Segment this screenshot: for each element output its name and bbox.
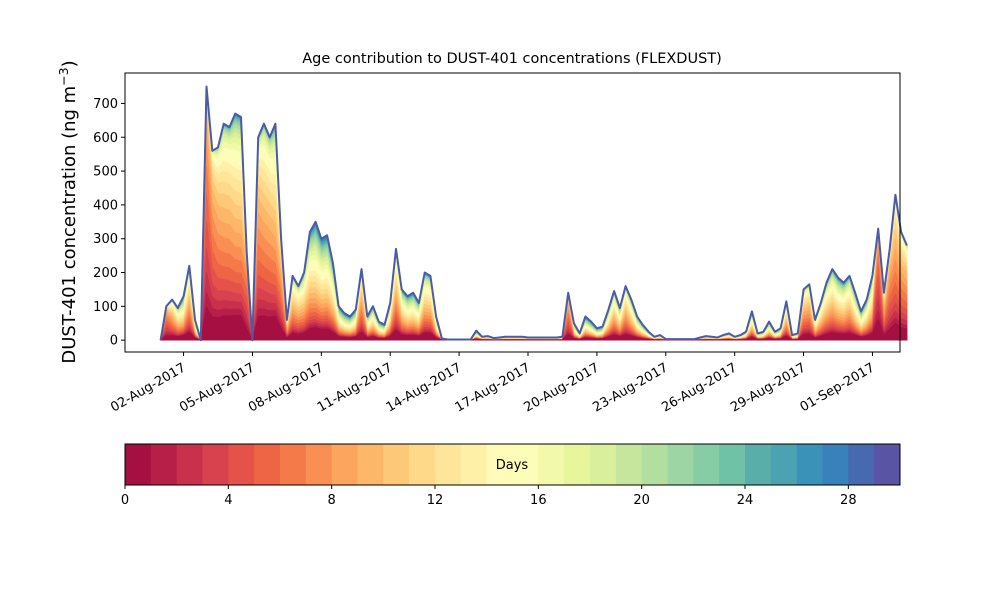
colorbar-tick-label: 12 [427, 493, 444, 508]
x-tick-label: 14-Aug-2017 [384, 360, 464, 415]
colorbar-bin-3 [202, 444, 229, 485]
colorbar-bin-13 [460, 444, 488, 485]
colorbar-bin-2 [176, 444, 203, 485]
colorbar-frame [124, 443, 901, 486]
colorbar-bin-16 [538, 444, 565, 485]
y-tick-label: 500 [93, 165, 118, 180]
colorbar-bin-9 [357, 444, 384, 485]
colorbar-bin-17 [564, 444, 591, 485]
colorbar-tick-label: 4 [224, 493, 232, 508]
y-tick-label: 400 [93, 198, 118, 213]
colorbar-bin-6 [280, 444, 307, 485]
x-tick-label: 01-Sep-2017 [798, 360, 878, 415]
stacked-age-areas [159, 85, 908, 342]
colorbar-bin-19 [615, 444, 643, 485]
colorbar-tick-label: 16 [530, 493, 547, 508]
colorbar-bin-24 [745, 444, 772, 485]
colorbar-bin-23 [719, 444, 746, 485]
x-tick-label: 05-Aug-2017 [177, 360, 257, 415]
axes-frame [124, 72, 901, 353]
colorbar-bin-18 [590, 444, 617, 485]
y-tick-label: 600 [93, 131, 118, 146]
colorbar: 0 4 8 12 16 20 24 28 [121, 443, 901, 508]
chart-title: Age contribution to DUST-401 concentrati… [302, 51, 722, 67]
colorbar-bin-22 [693, 444, 720, 485]
x-tick-label: 23-Aug-2017 [590, 360, 670, 415]
colorbar-tick-label: 24 [737, 493, 754, 508]
x-axis: 02-Aug-201705-Aug-201708-Aug-201711-Aug-… [108, 352, 877, 416]
y-axis: 0 100 200 300 400 500 600 700 [93, 97, 125, 349]
x-tick-label: 02-Aug-2017 [108, 360, 188, 415]
colorbar-bin-20 [641, 444, 668, 485]
y-axis-label: DUST-401 concentration (ng m−3) [56, 60, 80, 363]
colorbar-bin-1 [150, 444, 178, 485]
y-tick-label: 0 [110, 334, 118, 349]
colorbar-bin-21 [667, 444, 694, 485]
colorbar-bin-26 [796, 444, 823, 485]
x-tick-label: 11-Aug-2017 [315, 360, 395, 415]
total-concentration-line [159, 85, 908, 342]
colorbar-bin-5 [254, 444, 281, 485]
colorbar-bin-8 [331, 444, 358, 485]
x-tick-label: 08-Aug-2017 [246, 360, 326, 415]
x-tick-label: 17-Aug-2017 [453, 360, 533, 415]
colorbar-bin-15 [512, 444, 539, 485]
y-tick-label: 700 [93, 97, 118, 112]
colorbar-bin-28 [848, 444, 875, 485]
colorbar-bin-4 [228, 444, 255, 485]
colorbar-bin-7 [305, 444, 333, 485]
colorbar-tick-label: 28 [840, 493, 857, 508]
colorbar-bin-12 [435, 444, 462, 485]
colorbar-bin-27 [822, 444, 849, 485]
colorbar-tick-label: 20 [633, 493, 650, 508]
y-tick-label: 100 [93, 300, 118, 315]
colorbar-tick-label: 0 [121, 493, 129, 508]
age-layer-0-1d [159, 305, 908, 342]
colorbar-label: Days [496, 458, 529, 473]
colorbar-bin-14 [486, 444, 513, 485]
y-tick-label: 300 [93, 232, 118, 247]
x-tick-label: 29-Aug-2017 [728, 360, 808, 415]
colorbar-bin-29 [874, 444, 901, 485]
colorbar-bin-25 [770, 444, 798, 485]
colorbar-bin-11 [409, 444, 436, 485]
colorbar-bin-10 [383, 444, 410, 485]
colorbar-tick-label: 8 [328, 493, 336, 508]
colorbar-bin-0 [125, 444, 152, 485]
x-tick-label: 20-Aug-2017 [522, 360, 602, 415]
x-tick-label: 26-Aug-2017 [659, 360, 739, 415]
y-tick-label: 200 [93, 266, 118, 281]
